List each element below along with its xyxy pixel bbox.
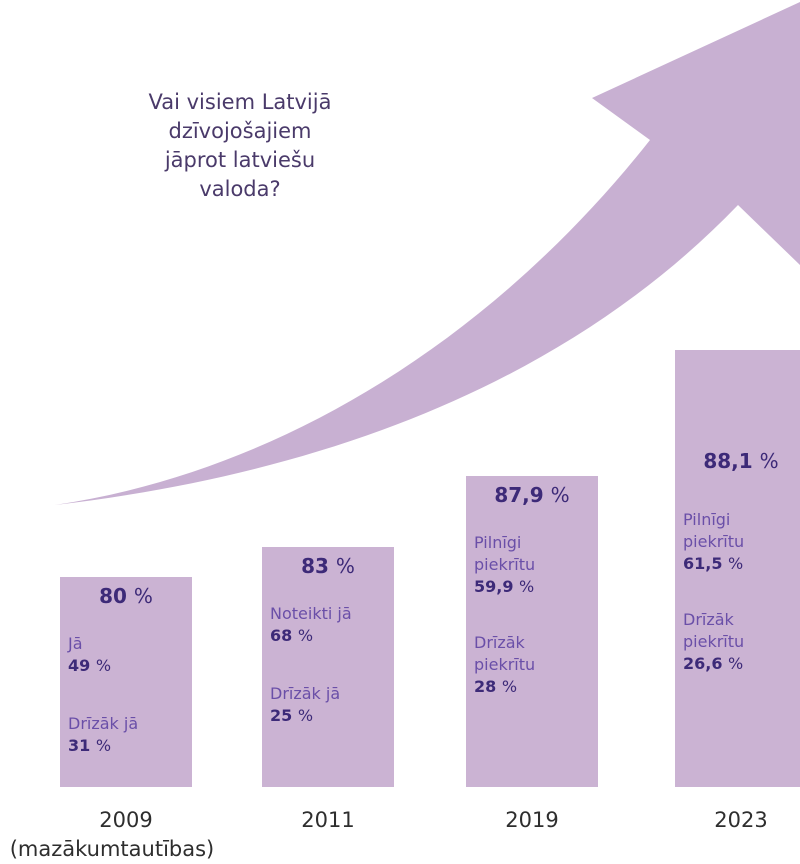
segment-value: 61,5 %	[683, 554, 743, 573]
bar-2023	[675, 350, 800, 787]
year-label-2023: 2023	[714, 808, 767, 832]
year-sublabel: (mazākumtautības)	[10, 837, 215, 861]
segment-value: 25 %	[270, 706, 313, 725]
bar-total-2023: 88,1 %	[703, 449, 778, 473]
segment-label: piekrītu	[474, 555, 535, 574]
bar-2009	[60, 577, 192, 787]
segment-label: Pilnīgi	[474, 533, 521, 552]
segment-value: 26,6 %	[683, 654, 743, 673]
segment-label: Jā	[67, 634, 83, 653]
year-label-2011: 2011	[301, 808, 354, 832]
segment-value: 31 %	[68, 736, 111, 755]
bar-2019	[466, 476, 598, 787]
segment-label: Drīzāk jā	[270, 684, 340, 703]
bar-total-2009: 80 %	[99, 584, 153, 608]
bar-total-2011: 83 %	[301, 554, 355, 578]
segment-label: Noteikti jā	[270, 604, 352, 623]
chart-question: Vai visiem Latvijā dzīvojošajiem jāprot …	[148, 90, 332, 201]
segment-value: 59,9 %	[474, 577, 534, 596]
trend-arrow	[55, 2, 800, 505]
segment-label: Drīzāk jā	[68, 714, 138, 733]
segment-value: 68 %	[270, 626, 313, 645]
segment-label: Pilnīgi	[683, 510, 730, 529]
segment-label: piekrītu	[474, 655, 535, 674]
segment-value: 49 %	[68, 656, 111, 675]
segment-value: 28 %	[474, 677, 517, 696]
bar-2011	[262, 547, 394, 787]
segment-label: piekrītu	[683, 532, 744, 551]
bars-group: 80 % Jā 49 % Drīzāk jā 31 % 2009 (mazākumtautī…	[10, 350, 800, 861]
segment-label: piekrītu	[683, 632, 744, 651]
segment-label: Drīzāk	[683, 610, 735, 629]
bar-total-2019: 87,9 %	[494, 483, 569, 507]
segment-label: Drīzāk	[474, 633, 526, 652]
year-label-2019: 2019	[505, 808, 558, 832]
year-label-2009: 2009	[99, 808, 152, 832]
